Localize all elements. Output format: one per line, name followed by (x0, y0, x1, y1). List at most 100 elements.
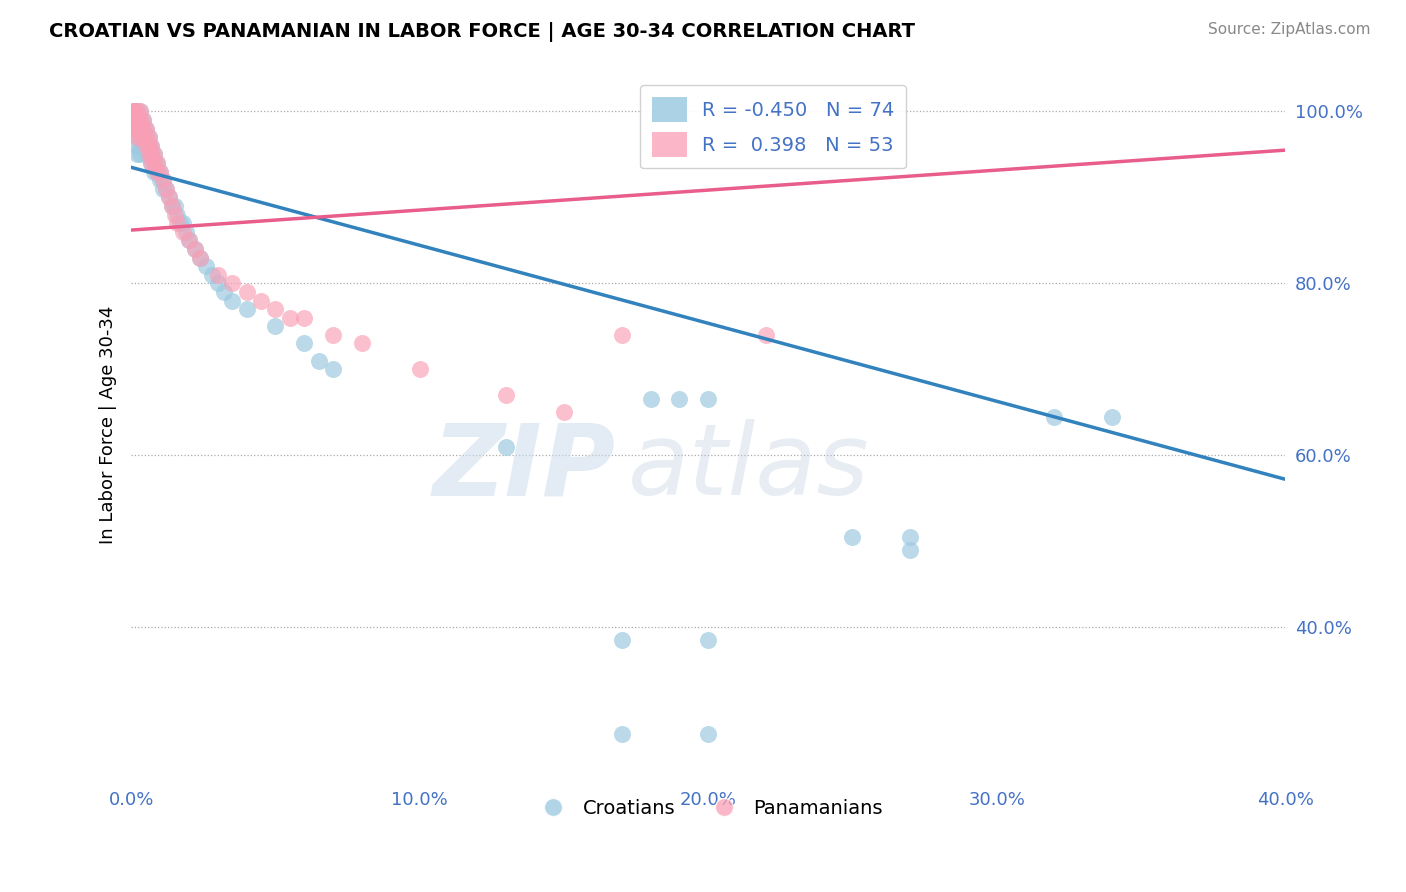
Point (125, 104, 148, 119)
Point (264, 319, 287, 334)
Point (122, 121, 145, 136)
Point (610, 632, 633, 647)
Point (250, 293, 273, 308)
Point (553, 405, 575, 419)
Point (125, 113, 148, 128)
Point (129, 147, 152, 161)
Text: atlas: atlas (627, 419, 869, 516)
Point (146, 156, 169, 170)
Point (172, 225, 194, 239)
Point (212, 285, 235, 299)
Point (207, 268, 229, 282)
Point (125, 139, 148, 153)
Point (350, 336, 373, 351)
Point (132, 130, 155, 145)
Point (138, 130, 160, 145)
Point (149, 164, 172, 178)
Point (129, 121, 152, 136)
Point (183, 242, 205, 256)
Point (129, 113, 152, 128)
Point (697, 632, 720, 647)
Point (125, 121, 148, 136)
Point (129, 113, 152, 128)
Point (235, 285, 257, 299)
Point (155, 182, 177, 196)
Point (264, 302, 287, 317)
Point (129, 130, 152, 145)
Point (1101, 409, 1123, 424)
Point (141, 139, 163, 153)
Point (125, 104, 148, 119)
Point (141, 156, 163, 170)
Point (135, 121, 157, 136)
Point (668, 392, 690, 407)
Point (135, 130, 157, 145)
Point (122, 104, 145, 119)
Point (163, 208, 186, 222)
Point (129, 130, 152, 145)
Point (697, 392, 720, 407)
Point (122, 104, 145, 119)
Point (177, 233, 200, 247)
Point (132, 113, 155, 128)
Point (174, 225, 197, 239)
Point (152, 182, 174, 196)
Point (166, 216, 188, 230)
Point (143, 147, 166, 161)
Point (132, 121, 155, 136)
Point (125, 130, 148, 145)
Point (292, 336, 315, 351)
Point (221, 293, 243, 308)
Point (898, 530, 921, 544)
Point (235, 302, 257, 317)
Point (177, 233, 200, 247)
Point (146, 164, 169, 178)
Point (640, 392, 662, 407)
Point (122, 104, 145, 119)
Point (409, 362, 432, 376)
Y-axis label: In Labor Force | Age 30-34: In Labor Force | Age 30-34 (100, 306, 117, 544)
Point (495, 388, 517, 402)
Point (152, 173, 174, 187)
Point (125, 130, 148, 145)
Point (169, 216, 191, 230)
Point (160, 199, 183, 213)
Point (183, 242, 205, 256)
Point (322, 327, 344, 342)
Point (135, 121, 157, 136)
Point (278, 310, 301, 325)
Point (125, 147, 148, 161)
Point (898, 542, 921, 557)
Point (157, 190, 180, 204)
Text: ZIP: ZIP (433, 419, 616, 516)
Point (122, 104, 145, 119)
Point (149, 173, 172, 187)
Point (195, 259, 218, 273)
Point (138, 147, 160, 161)
Point (141, 147, 163, 161)
Text: Source: ZipAtlas.com: Source: ZipAtlas.com (1208, 22, 1371, 37)
Point (132, 121, 155, 136)
Point (135, 139, 157, 153)
Point (129, 104, 152, 119)
Point (132, 130, 155, 145)
Point (125, 113, 148, 128)
Point (138, 147, 160, 161)
Point (122, 113, 145, 128)
Point (697, 727, 720, 741)
Point (155, 182, 177, 196)
Point (122, 104, 145, 119)
Point (152, 173, 174, 187)
Point (141, 139, 163, 153)
Point (1043, 409, 1066, 424)
Point (201, 268, 224, 282)
Point (292, 310, 315, 325)
Point (143, 164, 166, 178)
Point (610, 327, 633, 342)
Point (157, 190, 180, 204)
Point (141, 156, 163, 170)
Point (143, 156, 166, 170)
Point (207, 277, 229, 291)
Point (841, 530, 863, 544)
Point (135, 139, 157, 153)
